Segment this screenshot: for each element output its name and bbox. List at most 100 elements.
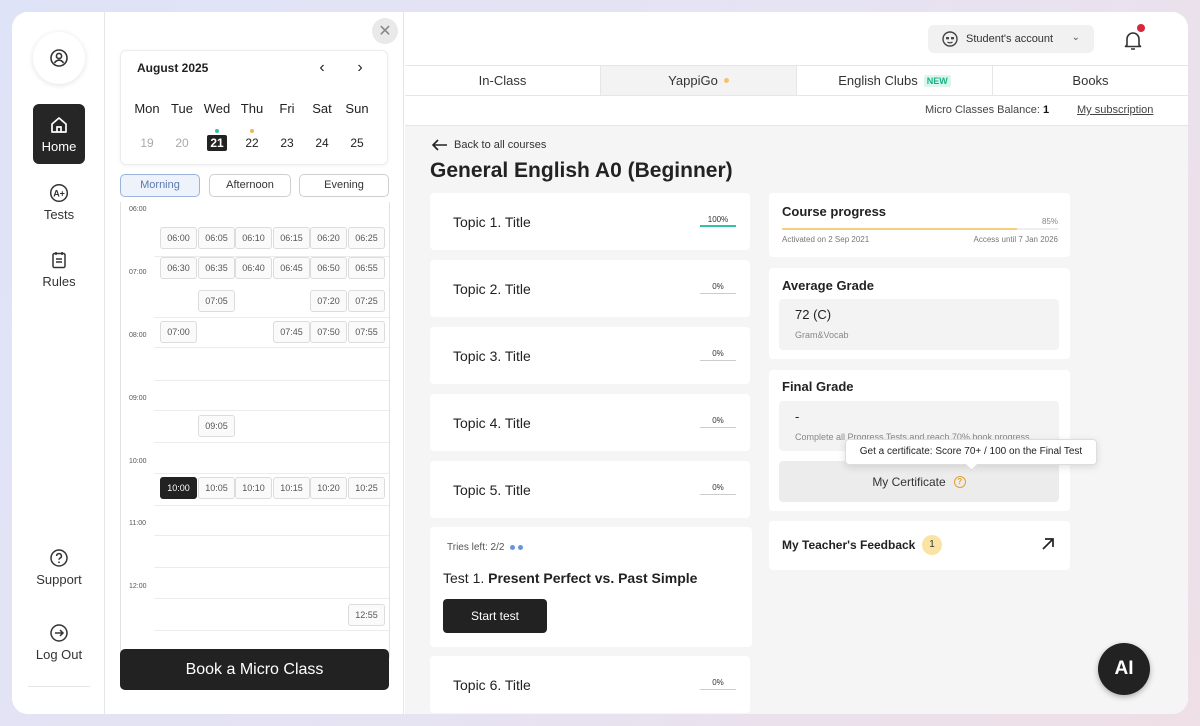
time-slot[interactable]: 07:45	[273, 321, 310, 343]
profile-avatar[interactable]	[33, 32, 85, 84]
close-panel-button[interactable]: ✕	[372, 18, 398, 44]
time-slot[interactable]: 06:25	[348, 227, 385, 249]
calendar-day[interactable]: 22	[245, 136, 259, 150]
time-slot[interactable]: 10:20	[310, 477, 347, 499]
time-slot[interactable]: 07:00	[160, 321, 197, 343]
progress-track	[700, 293, 736, 294]
topic-progress: 0%	[700, 282, 736, 294]
topic-progress: 0%	[700, 678, 736, 690]
period-morning-button[interactable]: Morning	[120, 174, 200, 197]
certificate-label: My Certificate	[872, 474, 946, 489]
calendar-day[interactable]: 23	[280, 136, 294, 150]
time-slot[interactable]: 06:30	[160, 257, 197, 279]
time-slot[interactable]: 10:10	[235, 477, 272, 499]
time-slot[interactable]: 10:25	[348, 477, 385, 499]
time-slot[interactable]: 06:20	[310, 227, 347, 249]
question-icon[interactable]: ?	[953, 475, 966, 488]
average-grade-subtitle: Gram&Vocab	[795, 330, 849, 340]
progress-track	[700, 360, 736, 361]
notification-bell-icon[interactable]	[1121, 28, 1145, 52]
time-slot[interactable]: 06:50	[310, 257, 347, 279]
start-test-button[interactable]: Start test	[443, 599, 547, 633]
book-micro-class-button[interactable]: Book a Micro Class	[120, 649, 389, 690]
topic-card[interactable]: Topic 2. Title 0%	[430, 260, 750, 317]
progress-track	[700, 689, 736, 690]
tab-label: YappiGo	[668, 73, 718, 88]
average-grade-card: Average Grade 72 (C) Gram&Vocab	[769, 268, 1070, 359]
final-grade-subtitle: Complete all Progress Tests and reach 70…	[795, 432, 1030, 442]
topic-title: Topic 3. Title	[453, 348, 531, 364]
prev-week-button[interactable]: ‹	[312, 58, 332, 78]
topic-card[interactable]: Topic 3. Title 0%	[430, 327, 750, 384]
time-slot[interactable]: 06:40	[235, 257, 272, 279]
chevron-right-icon: ›	[357, 59, 363, 76]
time-slot[interactable]: 12:55	[348, 604, 385, 626]
time-slot-selected[interactable]: 10:00	[160, 477, 197, 499]
main-content: Student's account ⌄ In-Class YappiGo Eng…	[405, 12, 1188, 714]
time-slot[interactable]: 06:45	[273, 257, 310, 279]
calendar-day[interactable]: 24	[315, 136, 329, 150]
tab-in-class[interactable]: In-Class	[405, 66, 601, 95]
period-evening-button[interactable]: Evening	[299, 174, 389, 197]
time-slot[interactable]: 06:55	[348, 257, 385, 279]
nav-home[interactable]: Home	[33, 104, 85, 164]
next-week-button[interactable]: ›	[350, 58, 370, 78]
gridline	[154, 505, 389, 506]
tab-label: Books	[1072, 73, 1109, 88]
weekday-label: Mon	[134, 101, 160, 116]
gridline	[154, 410, 389, 411]
topic-card[interactable]: Topic 6. Title 0%	[430, 656, 750, 713]
account-dropdown[interactable]: Student's account ⌄	[928, 25, 1094, 53]
time-slot[interactable]: 07:50	[310, 321, 347, 343]
help-icon	[50, 548, 68, 567]
teacher-feedback-card[interactable]: My Teacher's Feedback 1	[769, 521, 1070, 570]
user-icon	[50, 49, 68, 67]
topic-card[interactable]: Topic 1. Title 100%	[430, 193, 750, 250]
week-calendar: August 2025 ‹ › Mon Tue Wed Thu Fri Sat …	[120, 50, 388, 165]
time-slot[interactable]: 07:20	[310, 290, 347, 312]
time-slot-schedule[interactable]: 06:00 07:00 08:00 09:00 10:00 11:00 12:0…	[120, 202, 390, 658]
ai-assistant-button[interactable]: AI	[1098, 643, 1150, 695]
micro-classes-balance: Micro Classes Balance: 1	[925, 104, 1049, 116]
time-slot[interactable]: 07:55	[348, 321, 385, 343]
weekday-label: Tue	[171, 101, 193, 116]
hour-label: 07:00	[129, 269, 147, 276]
time-slot[interactable]: 07:25	[348, 290, 385, 312]
calendar-day[interactable]: 19	[140, 136, 154, 150]
time-slot[interactable]: 06:00	[160, 227, 197, 249]
student-avatar-icon	[942, 31, 958, 47]
tries-left: Tries left: 2/2	[447, 542, 524, 553]
topic-card[interactable]: Topic 4. Title 0%	[430, 394, 750, 451]
topic-progress: 0%	[700, 416, 736, 428]
calendar-day[interactable]: 25	[350, 136, 364, 150]
time-slot[interactable]: 10:05	[198, 477, 235, 499]
nav-rules[interactable]: Rules	[33, 239, 85, 299]
time-slot[interactable]: 10:15	[273, 477, 310, 499]
calendar-day-selected[interactable]: 21	[201, 134, 233, 152]
my-subscription-link[interactable]: My subscription	[1077, 104, 1154, 116]
time-slot[interactable]: 06:10	[235, 227, 272, 249]
my-certificate-button[interactable]: My Certificate ?	[779, 461, 1059, 502]
topic-percent: 100%	[707, 215, 729, 224]
close-icon: ✕	[378, 23, 392, 40]
time-slot[interactable]: 06:15	[273, 227, 310, 249]
weekday-label: Sun	[345, 101, 369, 116]
nav-tests[interactable]: A+ Tests	[33, 172, 85, 232]
time-slot[interactable]: 09:05	[198, 415, 235, 437]
nav-logout[interactable]: Log Out	[33, 612, 85, 672]
time-slot[interactable]: 06:05	[198, 227, 235, 249]
gridline	[154, 347, 389, 348]
time-slot[interactable]: 06:35	[198, 257, 235, 279]
period-afternoon-button[interactable]: Afternoon	[209, 174, 291, 197]
tab-books[interactable]: Books	[993, 66, 1188, 95]
topic-percent: 0%	[712, 282, 724, 291]
nav-support[interactable]: Support	[33, 537, 85, 597]
tab-english-clubs[interactable]: English Clubs NEW	[797, 66, 993, 95]
calendar-day[interactable]: 20	[175, 136, 189, 150]
test-name: Present Perfect vs. Past Simple	[488, 570, 698, 586]
time-slot[interactable]: 07:05	[198, 290, 235, 312]
tab-yappigo[interactable]: YappiGo	[601, 66, 797, 95]
back-to-courses-link[interactable]: Back to all courses	[432, 139, 546, 151]
course-progress-track	[782, 228, 1058, 230]
topic-card[interactable]: Topic 5. Title 0%	[430, 461, 750, 518]
